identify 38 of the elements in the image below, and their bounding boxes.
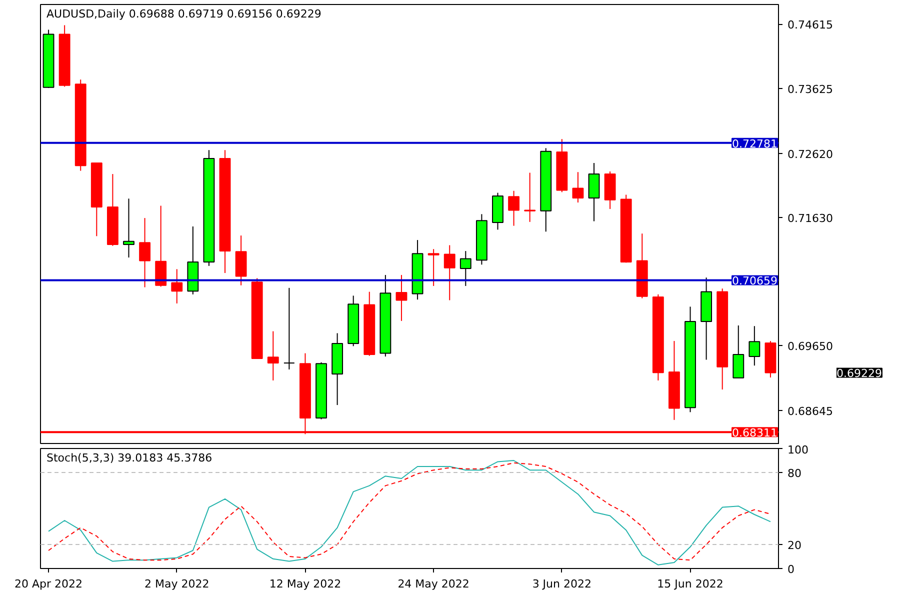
candlestick xyxy=(444,244,456,301)
y-tick-label: 100 xyxy=(788,444,808,456)
candlestick xyxy=(171,268,183,304)
candlestick xyxy=(267,330,279,381)
y-tick-label: 0.71630 xyxy=(788,212,833,225)
y-tick-label: 0.74615 xyxy=(788,18,833,32)
x-tick-label: 12 May 2022 xyxy=(269,578,342,590)
x-tick-label: 3 Jun 2022 xyxy=(532,578,592,590)
candlestick xyxy=(572,172,584,203)
y-tick-label: 0.69650 xyxy=(788,340,833,353)
y-tick-label: 0.68645 xyxy=(788,405,833,418)
candlestick xyxy=(732,324,744,378)
candlestick xyxy=(460,250,472,286)
candlestick xyxy=(396,274,408,322)
chart-title: AUDUSD,Daily 0.69688 0.69719 0.69156 0.69229 xyxy=(46,8,322,20)
text: 0.69229 xyxy=(836,367,882,380)
x-tick-label: 2 May 2022 xyxy=(144,578,210,590)
candlestick xyxy=(123,198,134,258)
candlestick xyxy=(508,190,520,226)
ref-line-label: 0.72781 xyxy=(732,137,778,150)
candlestick xyxy=(588,162,600,222)
candlestick xyxy=(139,218,150,288)
candlestick xyxy=(283,287,295,370)
x-tick-label: 15 Jun 2022 xyxy=(657,578,724,590)
y-tick-label: 0 xyxy=(788,563,794,576)
ref-line-label: 0.70659 xyxy=(732,274,778,288)
y-tick-label: 0.72620 xyxy=(788,148,833,161)
candlestick xyxy=(428,248,440,286)
ref-line-label: 0.68311 xyxy=(732,426,778,440)
y-tick-label: 20 xyxy=(788,539,802,552)
candlestick xyxy=(748,326,760,366)
candlestick xyxy=(155,205,167,288)
y-tick-label: 0.73625 xyxy=(788,82,833,96)
chart-title: Stoch(5,3,3) 39.0183 45.3786 xyxy=(46,452,212,464)
candlestick xyxy=(524,172,536,222)
y-tick-label: 80 xyxy=(788,467,802,480)
x-tick-label: 24 May 2022 xyxy=(398,578,470,590)
x-tick-label: 20 Apr 2022 xyxy=(14,578,83,590)
